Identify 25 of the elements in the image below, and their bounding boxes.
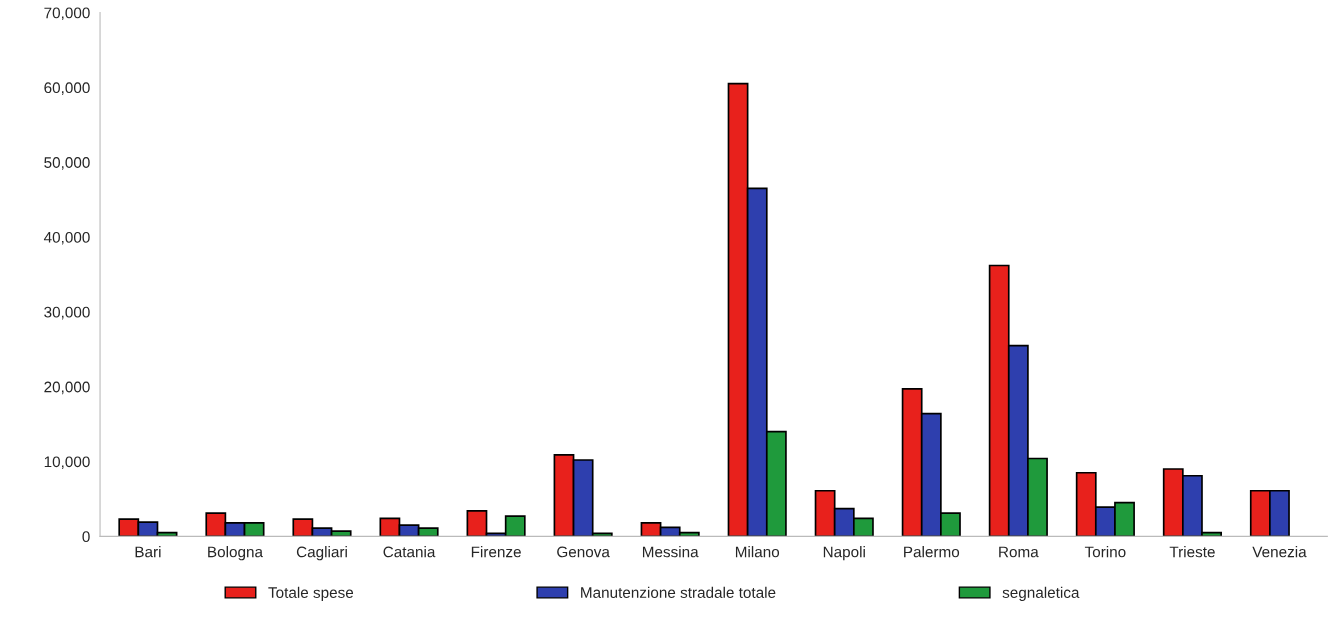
- y-tick-label: 0: [82, 531, 90, 543]
- x-tick-label: Roma: [999, 546, 1039, 558]
- x-tick-label: Genova: [557, 546, 610, 558]
- x-tick-label: Messina: [642, 546, 699, 558]
- x-tick-label: Venezia: [1252, 546, 1307, 558]
- y-tick-label: 10,000: [44, 456, 90, 470]
- legend-label: segnaletica: [1002, 586, 1080, 601]
- y-tick-label: 20,000: [44, 381, 90, 395]
- x-tick-label: Torino: [1084, 546, 1126, 558]
- legend-label: Manutenzione stradale totale: [581, 586, 776, 598]
- x-tick-label: Catania: [383, 546, 436, 558]
- x-tick-label: Firenze: [471, 546, 521, 558]
- x-tick-label: Palermo: [904, 546, 960, 558]
- x-tick-label: Trieste: [1169, 546, 1215, 558]
- x-tick-label: Bari: [135, 546, 161, 558]
- y-tick-label: 40,000: [43, 231, 90, 245]
- y-tick-label: 30,000: [44, 306, 90, 320]
- x-tick-label: Napoli: [823, 546, 865, 561]
- x-tick-label: Cagliari: [296, 546, 347, 561]
- y-tick-label: 60,000: [44, 82, 90, 95]
- y-tick-label: 50,000: [44, 157, 90, 170]
- x-tick-label: Bologna: [208, 546, 263, 561]
- y-tick-label: 70,000: [44, 7, 90, 21]
- legend-label: Totale spese: [268, 586, 354, 601]
- x-tick-label: Milano: [735, 546, 780, 558]
